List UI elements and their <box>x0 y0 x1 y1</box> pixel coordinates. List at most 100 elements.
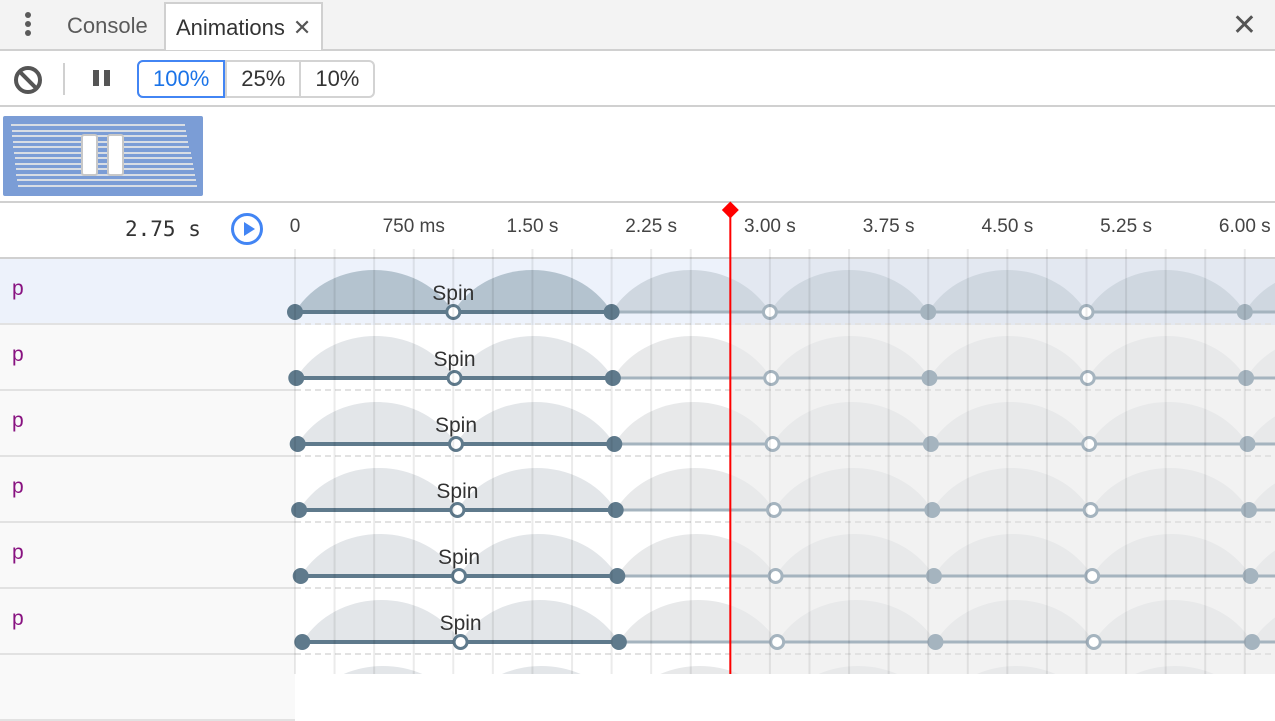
keyframe-curve <box>660 666 739 674</box>
keyframe-curve <box>1135 666 1214 674</box>
keyframe-marker <box>292 568 309 584</box>
keyframe-marker-hollow <box>446 370 463 386</box>
animation-group-preview[interactable] <box>3 116 203 196</box>
time-tick-label: 2.25 s <box>625 216 678 237</box>
animation-name-label: Spin <box>438 546 480 569</box>
keyframe-curve <box>929 336 1088 378</box>
keyframe-curve <box>454 336 613 378</box>
node-label: p <box>12 541 24 564</box>
animation-name-label: Spin <box>435 414 477 437</box>
time-tick-label: 4.50 s <box>981 216 1034 237</box>
kebab-icon[interactable] <box>20 12 36 40</box>
keyframe-curve <box>295 270 454 312</box>
keyframe-marker-hollow <box>766 502 783 518</box>
divider <box>63 63 65 95</box>
keyframe-marker-hollow <box>452 634 469 650</box>
keyframe-marker-hollow <box>767 568 784 584</box>
keyframe-curve <box>460 600 619 642</box>
close-icon[interactable]: ✕ <box>1231 9 1257 42</box>
keyframe-marker <box>1238 370 1255 386</box>
time-tick-label: 3.00 s <box>744 216 796 237</box>
keyframe-curve <box>296 336 455 378</box>
keyframe-curve <box>1248 483 1275 510</box>
keyframe-marker-hollow <box>763 370 780 386</box>
keyframe-curve <box>1247 416 1275 444</box>
keyframe-marker <box>920 304 937 320</box>
keyframe-curve <box>1093 600 1253 642</box>
keyframe-curve <box>455 402 615 444</box>
keyframe-marker <box>288 370 305 386</box>
animation-row-node[interactable]: p <box>0 457 295 523</box>
keyframe-curve <box>1252 617 1275 642</box>
keyframe-curve <box>1089 402 1248 444</box>
keyframe-marker-hollow <box>449 502 466 518</box>
tab-console[interactable]: Console <box>57 2 158 50</box>
animation-row-node[interactable]: p <box>0 259 295 325</box>
keyframe-marker <box>289 436 306 452</box>
timeline-header: 2.75 s <box>0 203 1275 259</box>
speed-100-button[interactable]: 100% <box>137 60 226 98</box>
animation-row-node[interactable]: p <box>0 325 295 391</box>
node-label: p <box>12 277 24 300</box>
keyframe-marker-hollow <box>1078 304 1095 320</box>
timeline-grid: Spin Spin Spin Spin Spin Spin <box>287 201 1275 674</box>
keyframe-curve <box>777 600 936 642</box>
keyframe-marker <box>1242 568 1259 584</box>
pause-icon[interactable] <box>93 70 111 88</box>
keyframe-marker <box>927 634 944 650</box>
node-label: p <box>12 343 24 366</box>
block-icon[interactable] <box>14 66 42 94</box>
keyframe-curve <box>774 468 933 510</box>
keyframe-curve <box>614 402 773 444</box>
time-tick-label: 750 ms <box>382 216 445 237</box>
keyframe-marker <box>1239 436 1256 452</box>
keyframe-marker-hollow <box>764 436 781 452</box>
animation-row-node[interactable]: p <box>0 589 295 655</box>
toolbar: 100% 25% 10% <box>0 51 1275 107</box>
keyframe-curve <box>1246 349 1275 378</box>
keyframe-curve <box>775 534 934 576</box>
animation-name-label: Spin <box>436 480 478 503</box>
keyframe-curve <box>458 534 618 576</box>
keyframe-marker <box>610 634 627 650</box>
keyframe-marker <box>1236 304 1253 320</box>
play-icon[interactable] <box>231 213 263 245</box>
time-tick-label: 5.25 s <box>1100 216 1152 237</box>
keyframe-curve <box>1086 270 1245 312</box>
keyframe-marker <box>606 436 623 452</box>
speed-10-button[interactable]: 10% <box>299 62 373 96</box>
keyframe-curve <box>928 270 1087 312</box>
keyframe-curve <box>344 666 422 674</box>
keyframe-curve <box>819 666 897 674</box>
tab-animations[interactable]: Animations ✕ <box>164 2 324 50</box>
keyframe-marker-hollow <box>761 304 778 320</box>
keyframe-marker <box>609 568 626 584</box>
node-label: p <box>12 475 24 498</box>
keyframe-marker-hollow <box>445 304 462 320</box>
keyframe-marker-hollow <box>1079 370 1096 386</box>
keyframe-curve <box>772 402 931 444</box>
animation-row-node[interactable]: p <box>0 391 295 457</box>
keyframe-curve <box>617 534 776 576</box>
animation-row-node[interactable]: p <box>0 523 295 589</box>
keyframe-curve <box>933 534 1093 576</box>
node-label: p <box>12 607 24 630</box>
time-tick-label: 3.75 s <box>862 216 915 237</box>
keyframe-curve <box>618 600 778 642</box>
time-tick-label: 6.00 s <box>1218 216 1271 237</box>
node-label: p <box>12 409 24 432</box>
close-tab-icon[interactable]: ✕ <box>292 15 312 40</box>
keyframe-marker <box>921 370 938 386</box>
keyframe-marker <box>603 304 620 320</box>
keyframe-curve <box>502 666 581 674</box>
keyframe-curve <box>302 600 461 642</box>
animation-name-label: Spin <box>432 282 474 305</box>
keyframe-curve <box>453 270 612 312</box>
animation-name-label: Spin <box>434 348 476 371</box>
playhead-handle[interactable] <box>721 201 739 219</box>
keyframe-curve <box>930 402 1090 444</box>
keyframe-marker-hollow <box>1082 502 1099 518</box>
keyframe-curve <box>771 336 930 378</box>
keyframe-marker <box>1244 634 1261 650</box>
speed-25-button[interactable]: 25% <box>225 62 299 96</box>
